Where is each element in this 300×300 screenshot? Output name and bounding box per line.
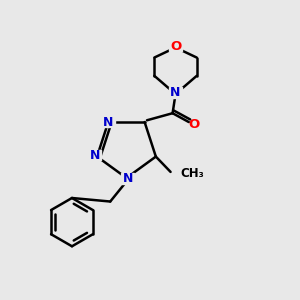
Bar bbox=[169, 41, 182, 51]
Bar bbox=[122, 173, 134, 184]
Text: N: N bbox=[123, 172, 133, 185]
Text: O: O bbox=[188, 118, 200, 131]
Text: N: N bbox=[89, 148, 100, 162]
Bar bbox=[88, 150, 101, 160]
Text: N: N bbox=[103, 116, 113, 128]
Text: CH₃: CH₃ bbox=[180, 167, 204, 180]
Text: N: N bbox=[170, 86, 181, 99]
Text: O: O bbox=[170, 40, 181, 52]
Bar bbox=[169, 87, 182, 98]
Bar bbox=[102, 117, 115, 127]
